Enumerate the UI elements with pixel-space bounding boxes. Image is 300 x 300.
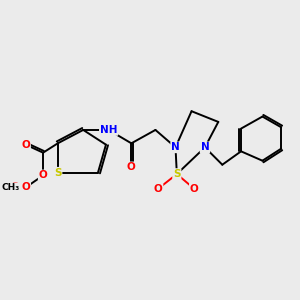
Text: N: N: [171, 142, 180, 152]
Text: S: S: [173, 169, 181, 179]
Text: S: S: [54, 168, 62, 178]
Text: CH₃: CH₃: [2, 183, 20, 192]
Text: NH: NH: [100, 125, 117, 135]
Text: O: O: [21, 140, 30, 150]
Text: O: O: [21, 182, 30, 193]
Text: O: O: [154, 184, 163, 194]
Text: O: O: [190, 184, 199, 194]
Text: N: N: [201, 142, 209, 152]
Text: O: O: [127, 162, 136, 172]
Text: O: O: [39, 170, 47, 180]
Text: O: O: [21, 182, 30, 193]
Text: O: O: [10, 182, 19, 193]
